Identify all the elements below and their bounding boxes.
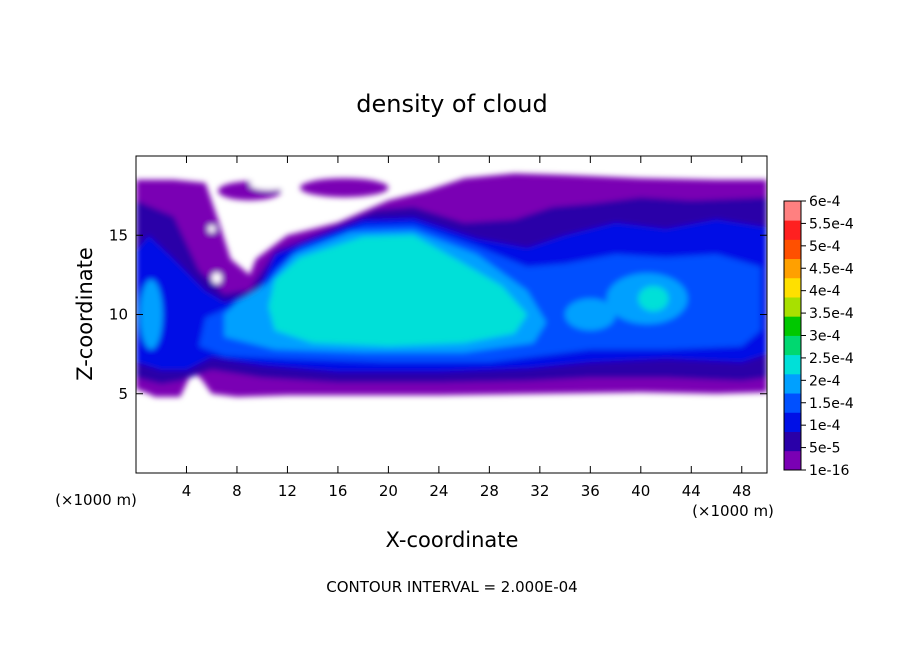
- x-tick-label-24: 24: [429, 482, 448, 500]
- top-blob-2: [438, 182, 515, 199]
- colorbar-label-10: 5e-4: [809, 239, 841, 255]
- colorbar-label-4: 2e-4: [809, 373, 841, 389]
- colorbar-label-3: 1.5e-4: [809, 396, 854, 412]
- colorbar-swatch-5: [784, 354, 801, 375]
- colorbar-swatch-1: [784, 431, 801, 452]
- colorbar-swatch-12: [784, 220, 801, 240]
- x-tick-label-28: 28: [480, 482, 499, 500]
- cloud-density-field: [136, 173, 767, 397]
- colorbar-swatch-3: [784, 393, 801, 413]
- colorbar-swatch-11: [784, 239, 801, 260]
- x-tick-label-12: 12: [278, 482, 297, 500]
- colorbar-label-1: 5e-5: [809, 441, 840, 457]
- contour-fill-6-core: [268, 235, 528, 347]
- colorbar-swatch-8: [784, 297, 801, 317]
- colorbar-label-9: 4.5e-4: [809, 261, 854, 277]
- x-tick-label-40: 40: [631, 482, 650, 500]
- clear-gap-1: [249, 178, 288, 191]
- x-tick-label-32: 32: [530, 482, 549, 500]
- y-tick-label-5: 5: [118, 385, 128, 403]
- x-tick-label-4: 4: [182, 482, 192, 500]
- x-tick-label-48: 48: [732, 482, 751, 500]
- left-edge-core: [139, 279, 163, 350]
- colorbar-label-11: 5.5e-4: [809, 216, 854, 232]
- contour-interval-note: CONTOUR INTERVAL = 2.000E-04: [326, 578, 577, 596]
- clear-hole-2: [207, 224, 216, 233]
- colorbar-label-6: 3e-4: [809, 329, 841, 345]
- x-axis-unit: (×1000 m): [692, 502, 774, 520]
- x-tick-label-8: 8: [232, 482, 242, 500]
- secondary-core-small: [565, 298, 616, 331]
- x-tick-label-36: 36: [581, 482, 600, 500]
- y-axis: 5 10 15: [109, 226, 767, 403]
- colorbar-swatch-6: [784, 335, 801, 356]
- colorbar-swatch-13: [784, 201, 801, 221]
- x-tick-label-44: 44: [682, 482, 701, 500]
- x-axis: 4 8 12 16 20 24 28 32 36 40 44 48: [182, 156, 751, 500]
- y-axis-unit: (×1000 m): [55, 491, 137, 509]
- chart-title: density of cloud: [356, 90, 547, 118]
- colorbar-label-2: 1e-4: [809, 418, 841, 434]
- colorbar-swatch-7: [784, 316, 801, 336]
- colorbar-label-8: 4e-4: [809, 284, 841, 300]
- colorbar-swatch-2: [784, 412, 801, 432]
- colorbar-label-12: 6e-4: [809, 194, 841, 210]
- colorbar-swatch-0: [784, 450, 801, 471]
- colorbar-swatch-4: [784, 373, 801, 394]
- colorbar-swatch-10: [784, 258, 801, 279]
- top-blob-1: [300, 178, 389, 198]
- clear-hole-1: [211, 272, 222, 284]
- x-axis-label: X-coordinate: [386, 528, 519, 552]
- y-axis-label: Z-coordinate: [73, 247, 97, 381]
- y-tick-label-15: 15: [109, 226, 128, 244]
- colorbar: 1e-16 5e-5 1e-4 1.5e-4 2e-4 2.5e-4 3e-4 3.5e-4 4…: [783, 194, 854, 479]
- colorbar-label-5: 2.5e-4: [809, 351, 854, 367]
- colorbar-label-7: 3.5e-4: [809, 306, 854, 322]
- y-tick-label-10: 10: [109, 306, 128, 324]
- secondary-core-peak: [638, 285, 669, 312]
- x-tick-label-16: 16: [328, 482, 347, 500]
- colorbar-label-0: 1e-16: [809, 463, 849, 479]
- x-tick-label-20: 20: [379, 482, 398, 500]
- colorbar-swatch-9: [784, 277, 801, 298]
